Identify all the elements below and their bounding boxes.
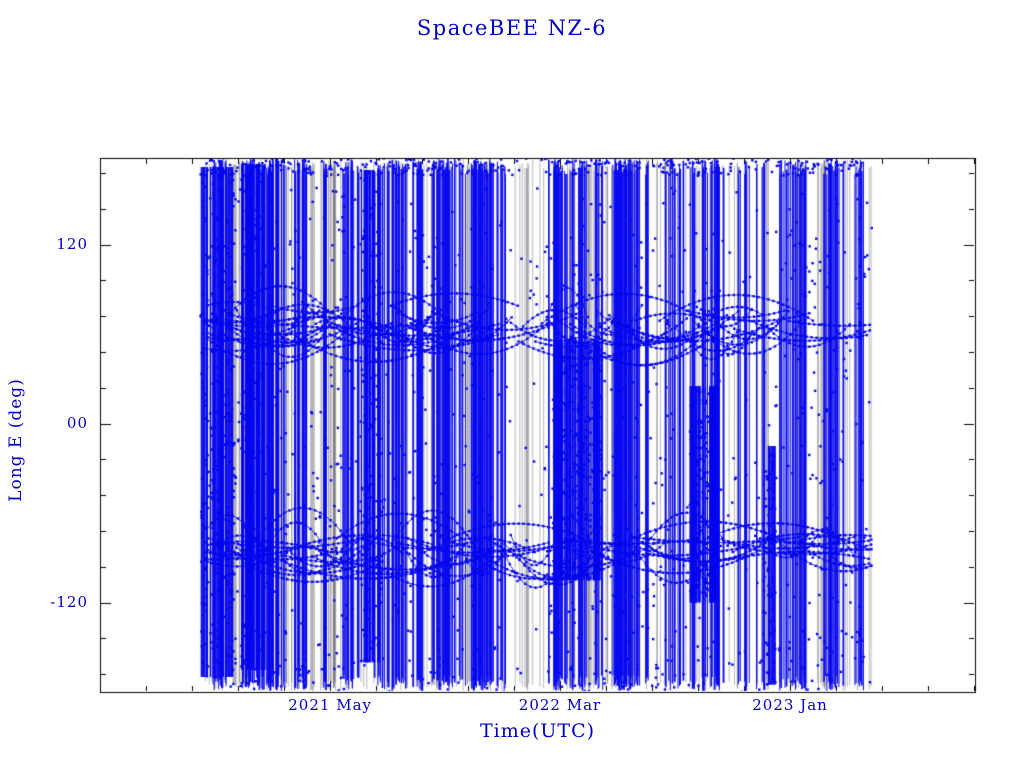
y-tick-label: -120 xyxy=(50,592,88,611)
x-tick-label: 2021 May xyxy=(288,696,372,714)
x-axis-title: Time(UTC) xyxy=(479,720,596,742)
y-tick-label: 00 xyxy=(66,413,88,432)
chart-title: SpaceBEE NZ-6 xyxy=(416,16,608,40)
x-tick-label: 2023 Jan xyxy=(752,696,828,714)
y-tick-label: 120 xyxy=(56,234,88,253)
x-tick-label: 2022 Mar xyxy=(518,696,602,714)
y-axis-title: Long E (deg) xyxy=(6,378,26,502)
